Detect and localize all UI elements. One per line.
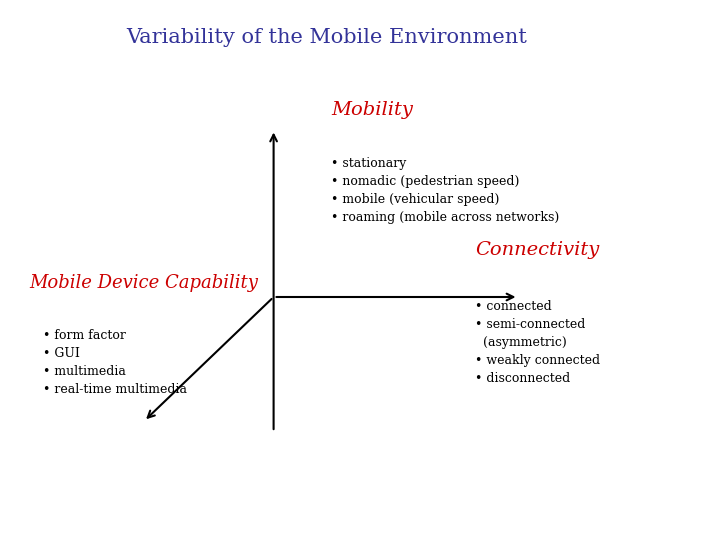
Text: Variability of the Mobile Environment: Variability of the Mobile Environment bbox=[126, 28, 527, 48]
Text: Mobility: Mobility bbox=[331, 101, 413, 119]
Text: Connectivity: Connectivity bbox=[475, 241, 600, 259]
Text: • connected
• semi-connected
  (asymmetric)
• weakly connected
• disconnected: • connected • semi-connected (asymmetric… bbox=[475, 300, 600, 384]
Text: • stationary
• nomadic (pedestrian speed)
• mobile (vehicular speed)
• roaming (: • stationary • nomadic (pedestrian speed… bbox=[331, 157, 559, 224]
Text: • form factor
• GUI
• multimedia
• real-time multimedia: • form factor • GUI • multimedia • real-… bbox=[43, 329, 187, 396]
Text: Mobile Device Capability: Mobile Device Capability bbox=[29, 274, 258, 292]
